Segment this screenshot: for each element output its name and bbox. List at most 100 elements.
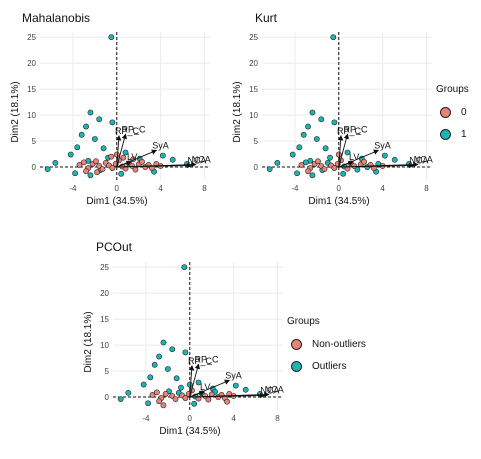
x-tick-label: 8 bbox=[202, 184, 207, 193]
x-axis-label: Dim1 (34.5%) bbox=[159, 426, 220, 437]
variable-arrow bbox=[116, 160, 132, 168]
variable-label: LV bbox=[200, 382, 210, 392]
variable-arrow bbox=[338, 160, 354, 168]
data-point-outlier bbox=[87, 172, 94, 179]
data-point-outlier bbox=[87, 109, 94, 116]
variable-label: LV bbox=[127, 152, 137, 162]
x-tick-label: 4 bbox=[158, 184, 163, 193]
variable-label: RP_C bbox=[195, 354, 220, 364]
data-point-outlier bbox=[178, 384, 184, 391]
variable-arrow bbox=[115, 134, 122, 168]
data-point-outlier bbox=[242, 386, 249, 393]
data-point-outlier bbox=[340, 170, 347, 177]
y-tick-label: 10 bbox=[100, 341, 109, 350]
y-tick-label: 15 bbox=[27, 85, 36, 94]
data-point-non-outlier bbox=[321, 166, 328, 172]
data-point-outlier bbox=[159, 152, 166, 159]
x-tick-label: 0 bbox=[188, 414, 193, 423]
variable-label: NCA bbox=[187, 155, 206, 165]
variable-arrow bbox=[189, 391, 270, 398]
y-tick-label: 0 bbox=[254, 163, 259, 172]
data-point-non-outlier bbox=[208, 391, 215, 398]
y-tick-label: 20 bbox=[249, 59, 258, 68]
legend-key-group1 bbox=[440, 128, 451, 140]
y-tick-label: 25 bbox=[249, 33, 258, 42]
data-point-outlier bbox=[391, 156, 398, 163]
variable-arrow bbox=[338, 133, 349, 168]
data-point-outlier bbox=[118, 170, 125, 177]
legend-key-group0 bbox=[440, 106, 451, 118]
variable-label: RP_C bbox=[337, 126, 362, 136]
y-axis-label: Dim2 (18.1%) bbox=[232, 81, 243, 142]
data-point-outlier bbox=[186, 381, 193, 388]
x-tick-label: -4 bbox=[142, 414, 150, 423]
x-tick-label: 8 bbox=[275, 414, 280, 423]
x-tick-label: 4 bbox=[231, 414, 236, 423]
data-point-non-outlier bbox=[94, 169, 100, 176]
data-point-non-outlier bbox=[305, 168, 311, 175]
variable-label: NCA bbox=[192, 154, 211, 164]
data-point-non-outlier bbox=[113, 151, 120, 158]
data-point-non-outlier bbox=[132, 166, 139, 173]
data-point-outlier bbox=[160, 339, 167, 346]
legend-key-outliers bbox=[291, 360, 302, 372]
data-point-non-outlier bbox=[298, 162, 305, 168]
data-point-outlier bbox=[318, 116, 325, 123]
variable-label: NCA bbox=[414, 154, 433, 164]
data-point-non-outlier bbox=[149, 392, 156, 398]
variable-label: NCA bbox=[409, 155, 428, 165]
x-tick-label: 4 bbox=[380, 184, 385, 193]
data-point-non-outlier bbox=[224, 398, 230, 405]
data-point-outlier bbox=[274, 159, 281, 166]
y-tick-label: 0 bbox=[32, 163, 37, 172]
data-point-outlier bbox=[44, 166, 51, 172]
data-point-outlier bbox=[181, 264, 188, 271]
data-point-outlier bbox=[313, 136, 320, 142]
data-point-non-outlier bbox=[361, 158, 367, 165]
data-point-outlier bbox=[140, 381, 147, 388]
data-point-outlier bbox=[164, 366, 171, 372]
variable-arrow bbox=[116, 161, 197, 168]
legend-label: Non-outliers bbox=[312, 338, 366, 350]
data-point-non-outlier bbox=[120, 154, 127, 161]
chart-title: Kurt bbox=[255, 11, 278, 25]
variable-arrow bbox=[116, 133, 127, 168]
variable-label: LV bbox=[349, 152, 359, 162]
data-point-non-outlier bbox=[182, 395, 189, 401]
data-point-non-outlier bbox=[99, 166, 106, 172]
y-tick-label: 5 bbox=[254, 137, 259, 146]
variable-label: RP_C bbox=[344, 124, 369, 134]
x-tick-label: -4 bbox=[291, 184, 299, 193]
data-point-outlier bbox=[309, 109, 316, 116]
y-tick-label: 15 bbox=[249, 85, 258, 94]
legend-item-outliers: Outliers bbox=[287, 355, 366, 377]
data-point-outlier bbox=[331, 119, 338, 126]
variable-arrow bbox=[188, 364, 195, 398]
y-tick-label: 5 bbox=[32, 137, 37, 146]
variable-label: SyA bbox=[152, 140, 169, 150]
variable-label: NCA bbox=[260, 385, 279, 395]
data-point-outlier bbox=[294, 170, 300, 177]
data-point-outlier bbox=[96, 116, 103, 123]
legend-label: Outliers bbox=[312, 360, 347, 372]
x-tick-label: 0 bbox=[115, 184, 120, 193]
variable-label: RP_C bbox=[188, 356, 213, 366]
data-point-outlier bbox=[91, 136, 98, 142]
data-point-outlier bbox=[145, 400, 151, 407]
legend-label: 0 bbox=[461, 106, 467, 118]
data-point-non-outlier bbox=[331, 165, 338, 171]
y-axis-label: Dim2 (18.1%) bbox=[10, 81, 21, 142]
variable-arrow bbox=[189, 363, 200, 398]
data-point-non-outlier bbox=[83, 168, 89, 175]
data-point-non-outlier bbox=[315, 158, 321, 165]
legend-title: Groups bbox=[436, 84, 469, 95]
data-point-outlier bbox=[151, 361, 158, 368]
data-point-non-outlier bbox=[335, 151, 342, 158]
variable-arrow bbox=[189, 390, 205, 398]
data-point-outlier bbox=[232, 382, 239, 389]
chart-pcout: PCOut 0 5 10 15 20 25 -4 0 4 8 Dim1 (34.5%) Dim2 (18… bbox=[83, 240, 284, 437]
data-point-outlier bbox=[305, 123, 311, 130]
data-point-non-outlier bbox=[109, 165, 116, 171]
chart-mahalanobis: Mahalanobis 0 5 10 15 20 25 -4 0 4 8 Dim1 (34.5%) Di… bbox=[10, 11, 211, 207]
data-point-non-outlier bbox=[108, 153, 115, 160]
